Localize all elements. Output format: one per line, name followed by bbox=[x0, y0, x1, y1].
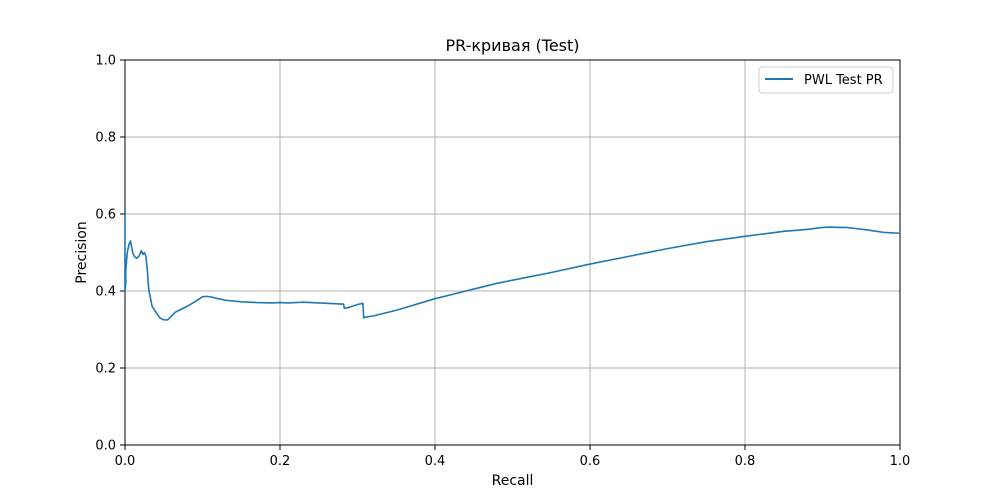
y-axis-ticks: 0.0 0.2 0.4 0.6 0.8 1.0 bbox=[95, 54, 125, 454]
y-axis-label: Precision bbox=[74, 221, 90, 283]
x-axis-label: Recall bbox=[492, 473, 534, 489]
y-tick-label: 0.8 bbox=[95, 131, 116, 146]
legend-label: PWL Test PR bbox=[804, 73, 883, 88]
x-tick-label: 1.0 bbox=[890, 454, 911, 469]
plot-area-frame bbox=[124, 59, 901, 446]
x-tick-label: 0.8 bbox=[735, 454, 756, 469]
series-lines bbox=[124, 214, 901, 321]
chart-title: PR-кривая (Test) bbox=[445, 36, 579, 55]
y-tick-label: 1.0 bbox=[95, 54, 116, 69]
x-tick-label: 0.2 bbox=[270, 454, 291, 469]
legend: PWL Test PR bbox=[758, 66, 894, 94]
x-axis-ticks: 0.0 0.2 0.4 0.6 0.8 1.0 bbox=[115, 445, 911, 469]
y-tick-label: 0.0 bbox=[95, 439, 116, 454]
y-tick-label: 0.4 bbox=[95, 285, 116, 300]
series-line bbox=[124, 214, 901, 321]
legend-box bbox=[758, 66, 894, 94]
x-tick-label: 0.0 bbox=[115, 454, 136, 469]
grid-lines bbox=[124, 59, 901, 446]
x-tick-label: 0.6 bbox=[580, 454, 601, 469]
y-tick-label: 0.2 bbox=[95, 362, 116, 377]
x-tick-label: 0.4 bbox=[425, 454, 446, 469]
y-tick-label: 0.6 bbox=[95, 208, 116, 223]
